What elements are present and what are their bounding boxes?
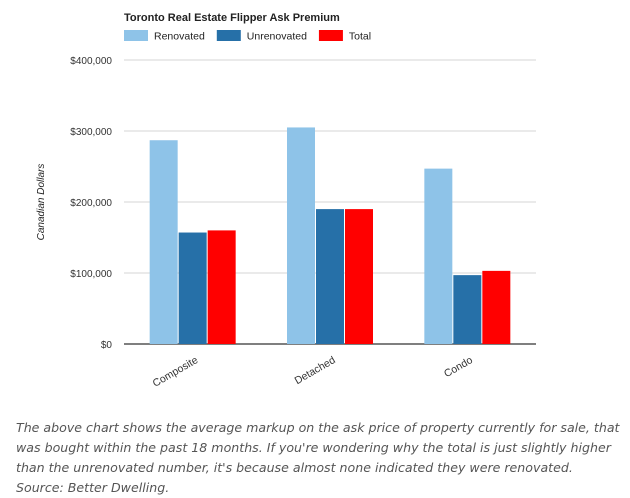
y-axis-label: Canadian Dollars bbox=[36, 164, 47, 241]
legend-label-unrenovated: Unrenovated bbox=[247, 31, 307, 43]
legend-swatch-unrenovated bbox=[216, 30, 241, 41]
bar-unrenovated-composite bbox=[178, 232, 207, 344]
x-tick-label-condo: Condo bbox=[442, 354, 475, 380]
y-tick-label: $200,000 bbox=[70, 198, 112, 209]
chart-caption: The above chart shows the average markup… bbox=[16, 420, 620, 495]
y-tick-label: $100,000 bbox=[70, 269, 112, 280]
bar-total-detached bbox=[345, 209, 373, 344]
legend: Renovated Unrenovated Total bbox=[124, 30, 371, 43]
bars bbox=[149, 127, 511, 344]
legend-label-total: Total bbox=[349, 31, 371, 43]
bar-renovated-condo bbox=[424, 168, 453, 344]
x-tick-label-detached: Detached bbox=[293, 354, 338, 387]
chart: Toronto Real Estate Flipper Ask Premium … bbox=[36, 12, 536, 390]
bar-renovated-detached bbox=[287, 127, 315, 344]
y-tick-label: $400,000 bbox=[70, 56, 112, 67]
bar-total-composite bbox=[207, 230, 236, 344]
chart-title: Toronto Real Estate Flipper Ask Premium bbox=[124, 12, 340, 24]
bar-total-condo bbox=[482, 270, 511, 344]
y-tick-label: $300,000 bbox=[70, 127, 112, 138]
x-tick-label-composite: Composite bbox=[151, 354, 201, 390]
y-axis-ticks: $0 $100,000 $200,000 $300,000 $400,000 bbox=[70, 56, 112, 351]
x-axis-ticks: Composite Detached Condo bbox=[151, 354, 475, 390]
bar-unrenovated-detached bbox=[316, 209, 344, 344]
legend-label-renovated: Renovated bbox=[154, 31, 205, 43]
y-tick-label: $0 bbox=[101, 340, 113, 351]
bar-renovated-composite bbox=[149, 140, 178, 344]
bar-unrenovated-condo bbox=[453, 275, 482, 344]
legend-swatch-renovated bbox=[124, 30, 148, 41]
legend-swatch-total bbox=[318, 30, 343, 41]
